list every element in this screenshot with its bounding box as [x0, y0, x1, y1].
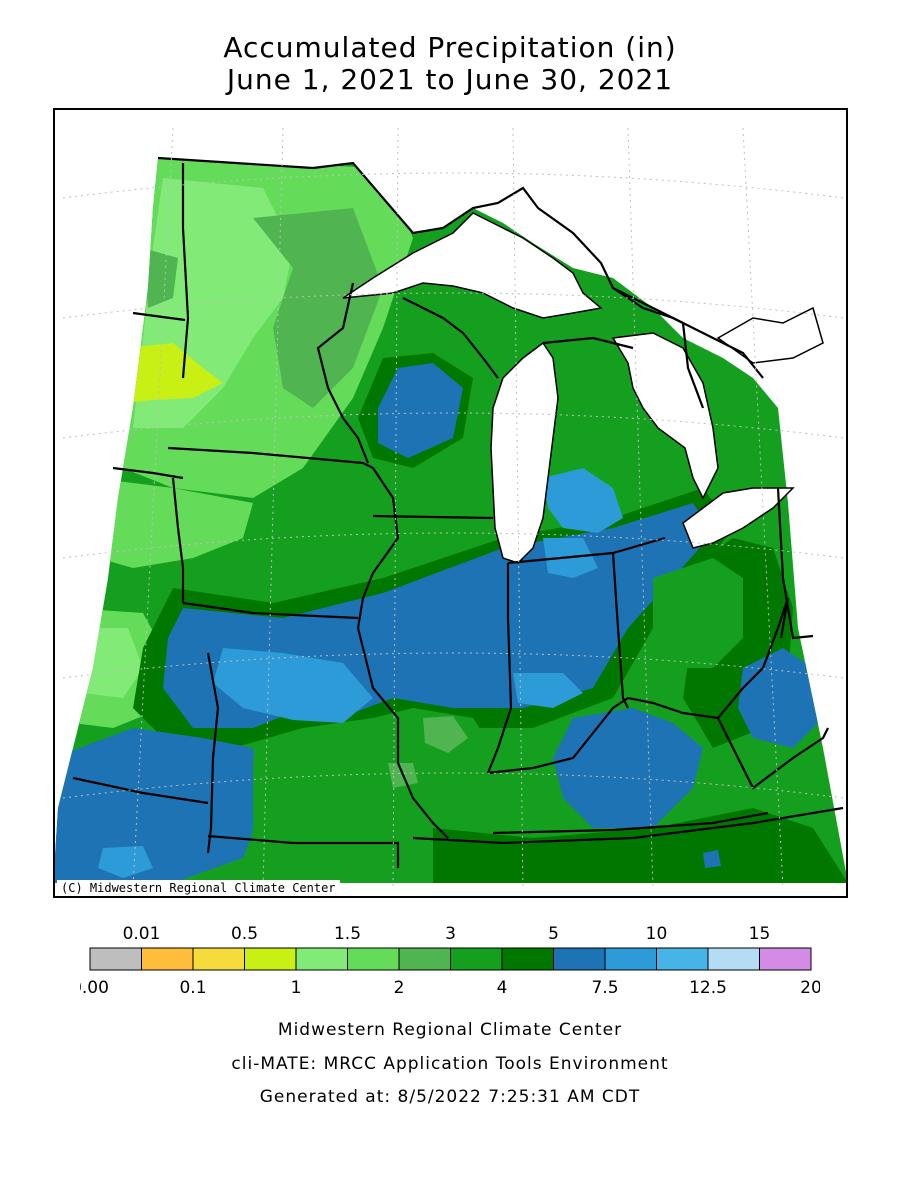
legend-top-label: 1.5	[334, 924, 361, 944]
precip-zone-7.5to10-wi	[378, 363, 463, 458]
precip-zone-2to3-mn	[253, 208, 383, 408]
precipitation-map	[53, 108, 848, 898]
legend-color-bins	[89, 947, 812, 971]
legend-bottom-label: 1	[291, 978, 302, 998]
border-ne-ia	[171, 477, 185, 603]
legend-bin	[398, 947, 451, 971]
legend-bottom-labels: 0.00 0.1 1 2 4 7.5 12.5 20	[80, 978, 820, 998]
map-credit: (C) Midwestern Regional Climate Center	[57, 880, 340, 896]
precip-zone-10to12.5-mi	[543, 468, 623, 533]
legend-bottom-label: 2	[394, 978, 405, 998]
legend-bottom-label: 4	[497, 978, 508, 998]
state-boundaries	[72, 156, 844, 868]
legend-bottom-label: 20	[800, 978, 820, 998]
legend-bin	[192, 947, 245, 971]
lake-erie	[682, 487, 795, 549]
map-frame	[53, 108, 848, 898]
legend-bin	[295, 947, 348, 971]
legend-bin	[450, 947, 503, 971]
lat-lon-grid	[62, 127, 844, 889]
border-ia-mo	[182, 601, 359, 620]
legend-bin	[501, 947, 554, 971]
border-mo-il	[356, 627, 449, 839]
legend-bin	[89, 947, 142, 971]
lake-ontario	[716, 306, 824, 364]
legend-top-label: 15	[749, 924, 771, 944]
border-tn-south	[412, 806, 844, 845]
legend-bin	[656, 947, 709, 971]
legend-bin	[553, 947, 606, 971]
border-upper-mi-ontario	[612, 287, 705, 409]
border-mo-ar	[207, 834, 400, 868]
border-ky-tn	[492, 811, 769, 835]
border-mn-ia	[167, 446, 374, 469]
great-lakes	[342, 212, 824, 564]
precip-zone-7.5to10-tn	[703, 850, 721, 868]
border-in-oh	[611, 552, 629, 709]
border-sd-ne	[112, 466, 184, 480]
border-wi-mi	[402, 297, 499, 379]
footer-organization: Midwestern Regional Climate Center	[277, 1020, 623, 1040]
border-pa-oh	[776, 487, 814, 640]
legend-bin	[141, 947, 194, 971]
lake-michigan	[490, 341, 559, 564]
legend-top-label: 0.01	[123, 924, 161, 944]
precip-zone-10to12.5-ks	[98, 846, 153, 878]
border-in-ky	[487, 696, 719, 775]
legend-bottom-label: 0.1	[179, 978, 206, 998]
map-title: Accumulated Precipitation (in)	[223, 31, 677, 64]
legend-bin	[707, 947, 760, 971]
border-mi-oh	[507, 536, 666, 565]
precip-zone-3to4-oh	[653, 558, 743, 668]
border-nd-mn	[181, 163, 190, 379]
legend-bottom-label: 7.5	[591, 978, 618, 998]
border-mn-wi	[316, 282, 370, 464]
footer-generated-at: Generated at: 8/5/2022 7:25:31 AM CDT	[259, 1087, 641, 1107]
legend-bin	[244, 947, 297, 971]
border-il-in	[486, 563, 513, 774]
border-wi-il	[372, 514, 494, 520]
legend-top-labels: 0.01 0.5 1.5 3 5 10 15	[123, 924, 771, 944]
legend-bin	[347, 947, 400, 971]
legend-top-label: 3	[445, 924, 456, 944]
precip-zone-5to7.5-tn	[433, 808, 848, 888]
precip-zone-0.5to1-nd	[123, 343, 223, 403]
precip-zone-10to12.5-in	[513, 673, 583, 708]
border-lower-mi	[542, 336, 634, 350]
precipitation-legend: 0.01 0.5 1.5 3 5 10 15 0.00 0.1 1 2 4 7.5 12.5 20	[80, 924, 820, 998]
legend-bin	[604, 947, 657, 971]
legend-bin	[759, 947, 812, 971]
precip-zone-2to3-nd	[143, 248, 178, 308]
legend-bottom-label: 12.5	[689, 978, 727, 998]
border-nd-sd	[132, 311, 186, 322]
legend-top-label: 10	[646, 924, 668, 944]
border-ky-wv-va	[717, 717, 829, 790]
map-date-range: June 1, 2021 to June 30, 2021	[226, 63, 674, 96]
precip-zone-7.5to10-ky	[553, 708, 703, 828]
border-ne-ks	[72, 776, 209, 805]
precip-zone-1.5to2-sd	[93, 478, 253, 568]
precip-zone-2to3-il	[423, 716, 468, 753]
lake-superior	[342, 212, 603, 319]
legend-top-label: 5	[548, 924, 559, 944]
footer-application: cli-MATE: MRCC Application Tools Environ…	[231, 1054, 669, 1074]
legend-top-label: 0.5	[231, 924, 258, 944]
legend-bottom-label: 0.00	[80, 978, 109, 998]
border-ia-il	[356, 467, 400, 629]
precip-zone-10to12.5-mo	[213, 648, 373, 723]
